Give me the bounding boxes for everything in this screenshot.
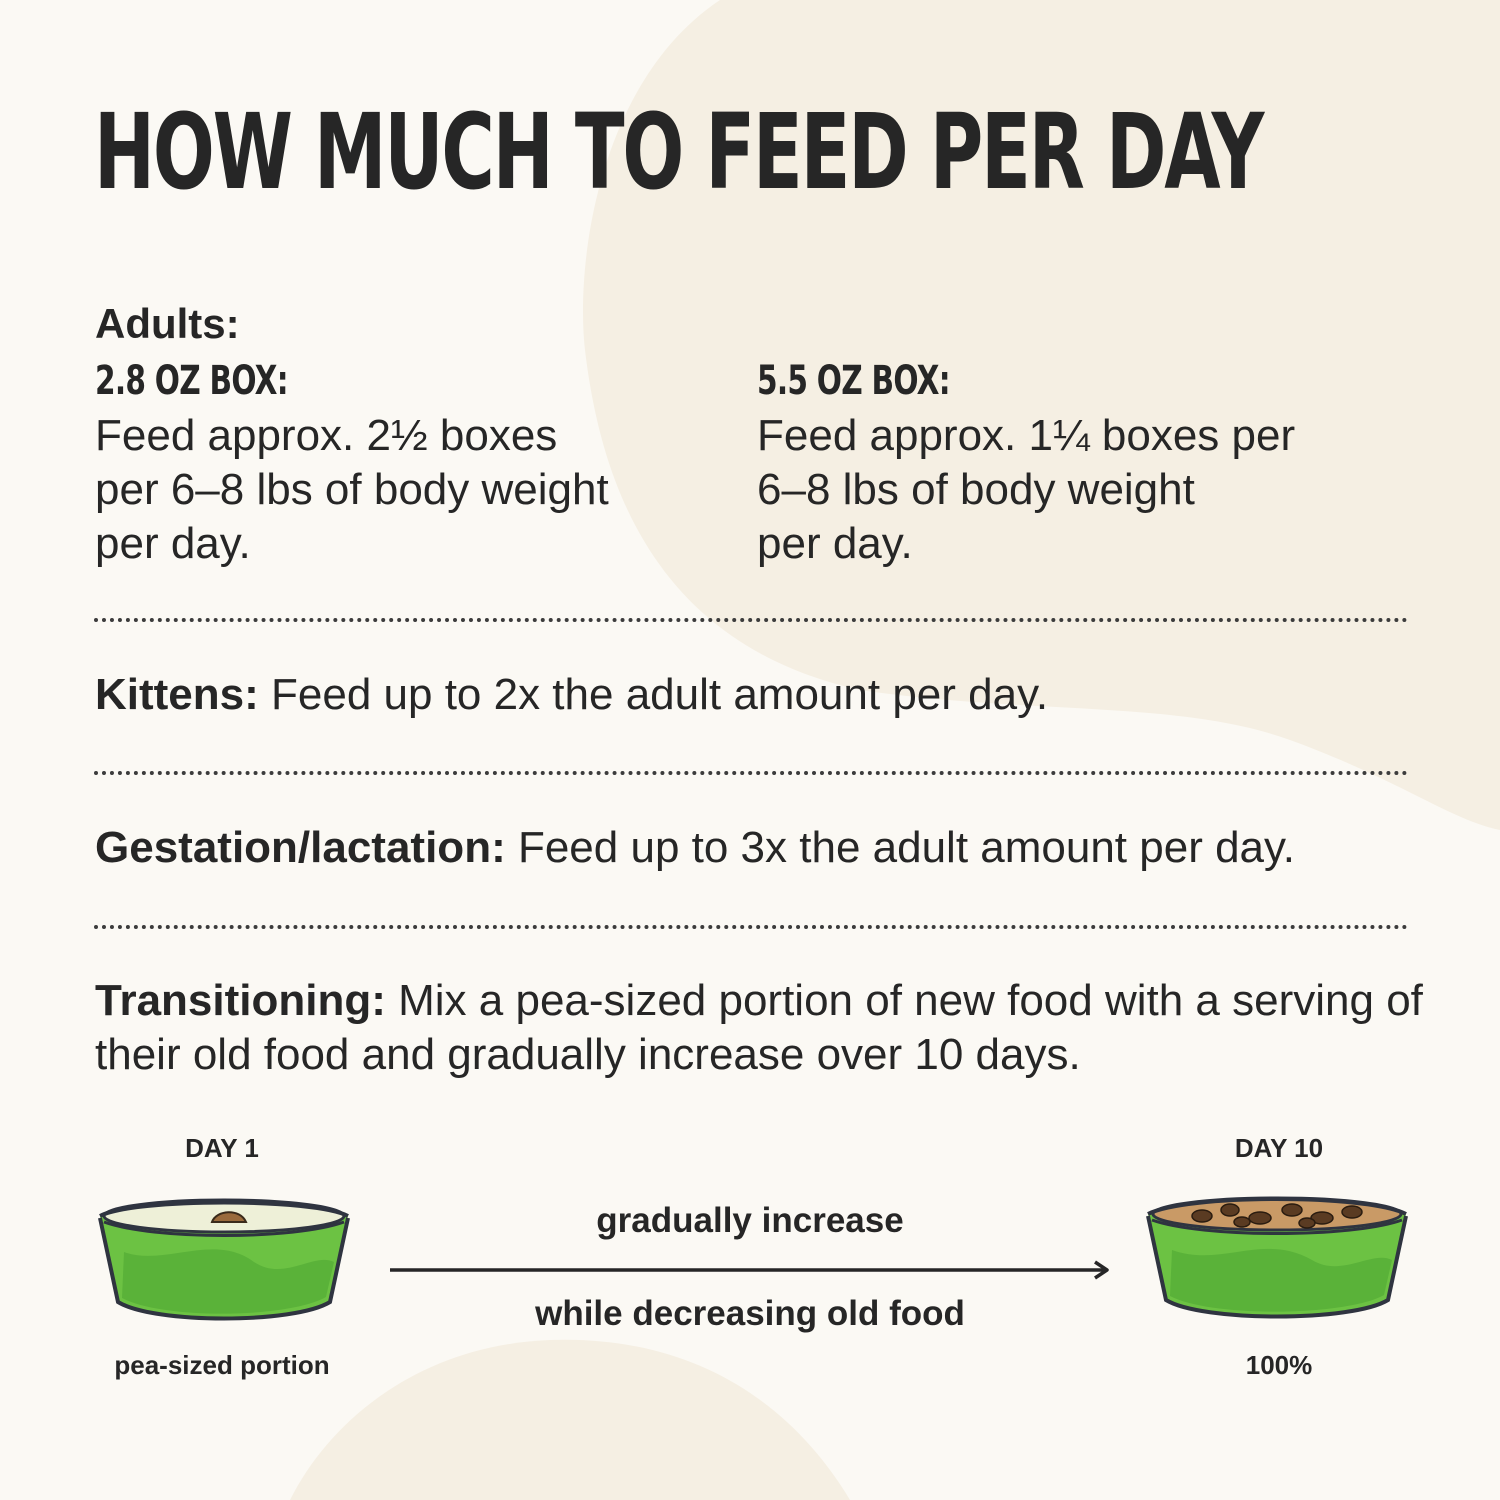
large-box-section: 5.5 OZ BOX: Feed approx. 1¼ boxes per 6–…	[757, 356, 1377, 571]
full-food-bowl-icon	[1146, 1196, 1408, 1319]
small-box-title: 2.8 OZ BOX:	[95, 358, 289, 404]
gestation-text: Feed up to 3x the adult amount per day.	[517, 823, 1295, 872]
gestation-label: Gestation/lactation:	[95, 823, 506, 872]
kittens-text: Feed up to 2x the adult amount per day.	[271, 670, 1049, 719]
gestation-row: Gestation/lactation: Feed up to 3x the a…	[95, 821, 1425, 875]
food-bowl-icon	[98, 1198, 350, 1321]
start-day-label: DAY 1	[185, 1133, 259, 1163]
transitioning-text: Mix a pea-sized portion of new food with…	[95, 976, 1423, 1079]
dotted-divider	[94, 925, 1408, 929]
transitioning-label: Transitioning:	[95, 976, 386, 1025]
background-blob-top-right	[583, 0, 1500, 830]
large-box-instructions: Feed approx. 1¼ boxes per 6–8 lbs of bod…	[757, 411, 1296, 568]
small-box-instructions: Feed approx. 2½ boxes per 6–8 lbs of bod…	[95, 411, 609, 568]
arrow-bottom-label: while decreasing old food	[535, 1294, 965, 1333]
kittens-label: Kittens:	[95, 670, 259, 719]
end-caption: 100%	[1245, 1350, 1313, 1380]
right-arrow-icon	[390, 1260, 1109, 1280]
large-box-title: 5.5 OZ BOX:	[757, 358, 951, 404]
end-day-label: DAY 10	[1234, 1133, 1324, 1163]
arrow-top-label: gradually increase	[596, 1201, 904, 1240]
kittens-row: Kittens: Feed up to 2x the adult amount …	[95, 668, 1425, 722]
small-box-section: 2.8 OZ BOX: Feed approx. 2½ boxes per 6–…	[95, 356, 715, 571]
page-title: HOW MUCH TO FEED PER DAY	[94, 91, 1264, 213]
transitioning-row: Transitioning: Mix a pea-sized portion o…	[95, 974, 1425, 1082]
dotted-divider	[94, 771, 1408, 775]
start-caption: pea-sized portion	[114, 1350, 330, 1380]
dotted-divider	[94, 618, 1408, 622]
adults-label: Adults:	[95, 300, 240, 347]
background-blob-bottom	[290, 1339, 850, 1500]
